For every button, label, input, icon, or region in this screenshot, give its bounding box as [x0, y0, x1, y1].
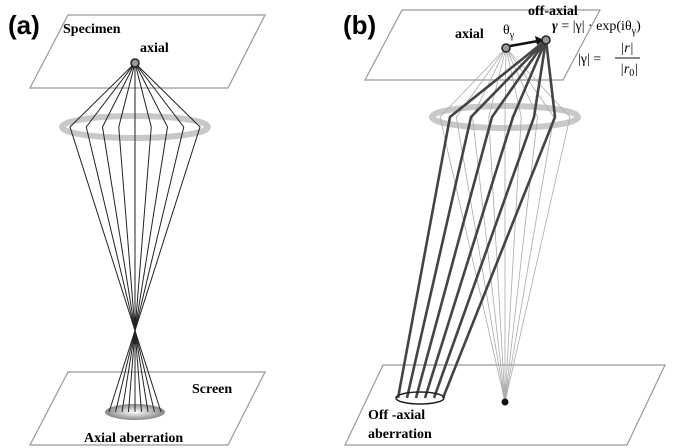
panel-label: (b): [343, 10, 376, 40]
ray: [425, 40, 546, 398]
off-axial-point: [542, 36, 550, 44]
axial-image: [502, 399, 509, 406]
screen-label: Screen: [192, 382, 232, 397]
rays: [398, 40, 570, 402]
ray: [505, 48, 506, 402]
den-close: |: [634, 62, 638, 77]
axial-point: [131, 59, 139, 67]
specimen-label: Specimen: [63, 22, 121, 37]
eq-close: ): [636, 19, 641, 34]
ray: [407, 40, 546, 398]
panel-label: (a): [8, 10, 40, 40]
off-axial-label: off-axial: [528, 4, 578, 19]
rays: [70, 63, 200, 412]
magnitude-lhs: |γ| =: [578, 52, 601, 67]
eq-rhs: = |γ| · exp(iθ: [558, 19, 632, 34]
figure: (a) Specimen axial Screen Axial aberrati…: [0, 0, 677, 448]
caption: Axial aberration: [84, 431, 183, 446]
denominator: |r0|: [620, 62, 638, 79]
axial-label: axial: [455, 27, 484, 42]
caption-line: Off -axial: [368, 408, 425, 423]
point-label: axial: [140, 41, 169, 56]
ray: [434, 40, 546, 398]
ray: [505, 48, 538, 402]
ray: [473, 48, 507, 402]
theta-sub: γ: [509, 30, 515, 41]
axial-point: [502, 44, 510, 52]
caption-line: aberration: [368, 427, 432, 442]
numerator: |r|: [620, 41, 633, 56]
